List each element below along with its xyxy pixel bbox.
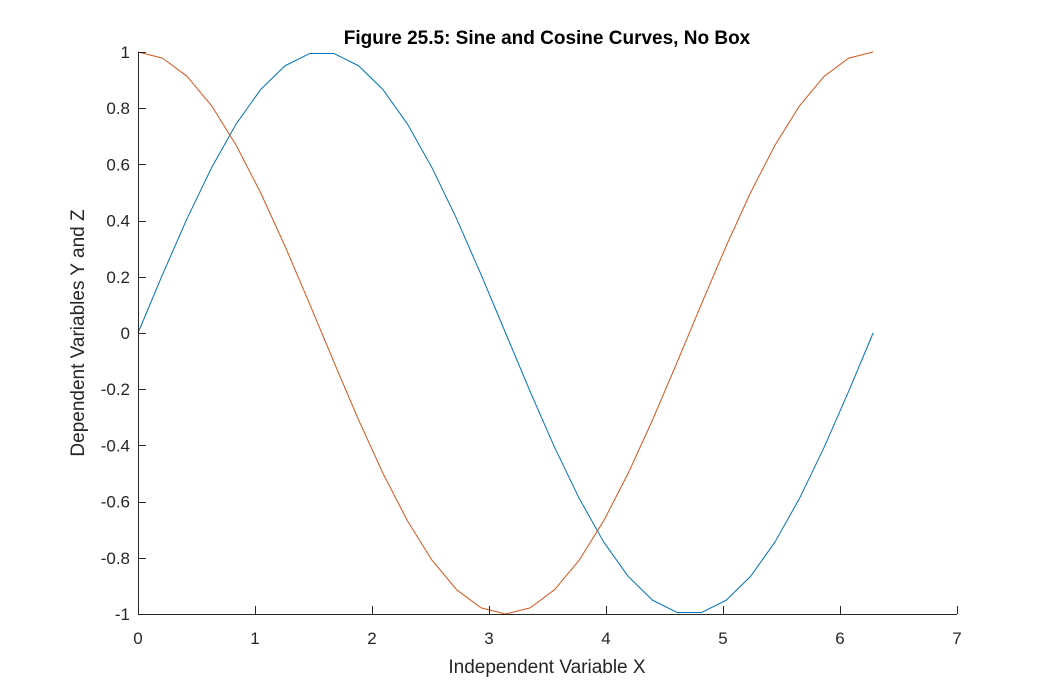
axes	[138, 52, 957, 615]
y-tick-label: -0.4	[101, 436, 130, 455]
y-tick-label: 0.4	[106, 212, 130, 231]
x-tick-label: 4	[601, 629, 610, 648]
x-tick-label: 3	[484, 629, 493, 648]
y-ticks: -1 -0.8 -0.6 -0.4 -0.2 0 0.2 0.4 0.6 0.8 1	[101, 43, 146, 624]
y-tick-label: 0.2	[106, 268, 130, 287]
series-line-1	[137, 53, 874, 613]
x-tick-label: 1	[250, 629, 259, 648]
y-tick-label: -0.2	[101, 380, 130, 399]
x-tick-label: 7	[952, 629, 961, 648]
x-tick-label: 0	[133, 629, 142, 648]
y-tick-label: 0	[121, 324, 130, 343]
chart-title: Figure 25.5: Sine and Cosine Curves, No …	[344, 28, 751, 49]
y-tick-label: 1	[121, 43, 130, 62]
y-tick-label: -0.8	[101, 549, 130, 568]
x-tick-label: 2	[367, 629, 376, 648]
x-axis-label: Independent Variable X	[448, 657, 646, 678]
y-tick-label: 0.8	[106, 99, 130, 118]
y-tick-label: 0.6	[106, 155, 130, 174]
x-tick-label: 5	[718, 629, 727, 648]
series-layer	[137, 51, 874, 615]
y-axis-label: Dependent Variables Y and Z	[68, 209, 89, 457]
y-tick-label: -1	[115, 605, 130, 624]
x-ticks: 0 1 2 3 4 5 6 7	[133, 606, 962, 648]
y-tick-label: -0.6	[101, 493, 130, 512]
x-tick-label: 6	[835, 629, 844, 648]
